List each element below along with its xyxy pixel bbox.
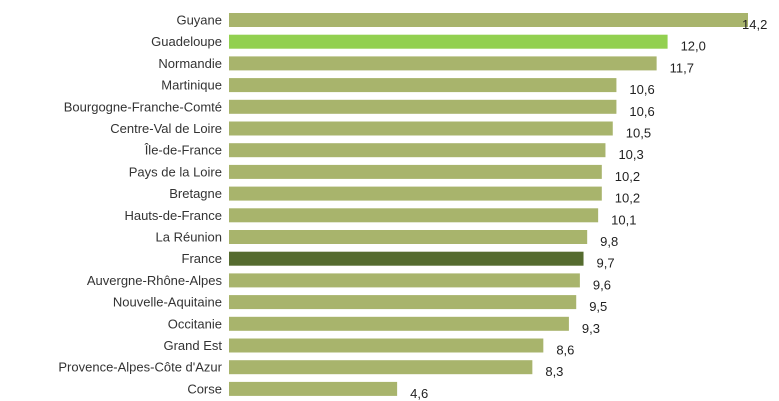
bar-ile-de-france bbox=[229, 143, 606, 158]
category-labels-layer: Guyane Guadeloupe Normandie Martinique Bourg… bbox=[58, 13, 222, 397]
category-label-centre-val-de-loire: Centre-Val de Loire bbox=[110, 121, 222, 136]
bar-pays-de-la-loire bbox=[229, 164, 602, 179]
category-label-corse: Corse bbox=[187, 381, 222, 396]
category-label-hauts-de-france: Hauts-de-France bbox=[124, 208, 222, 223]
bars-layer bbox=[229, 13, 748, 396]
category-label-provence-alpes-cote-d-azur: Provence-Alpes-Côte d'Azur bbox=[58, 360, 222, 375]
value-label-bourgogne-franche-comte: 10,6 bbox=[629, 104, 654, 119]
category-label-nouvelle-aquitaine: Nouvelle-Aquitaine bbox=[113, 295, 222, 310]
value-label-corse: 4,6 bbox=[410, 386, 428, 401]
bar-la-reunion bbox=[229, 230, 588, 244]
category-label-ile-de-france: Île-de-France bbox=[144, 143, 222, 158]
value-label-guyane: 14,2 bbox=[742, 17, 767, 32]
bar-occitanie bbox=[229, 316, 569, 331]
bar-auvergne-rhone-alpes bbox=[229, 273, 580, 288]
value-label-auvergne-rhone-alpes: 9,6 bbox=[593, 277, 611, 292]
bar-corse bbox=[229, 381, 398, 396]
value-label-centre-val-de-loire: 10,5 bbox=[626, 126, 651, 141]
category-label-la-reunion: La Réunion bbox=[156, 230, 223, 245]
category-label-auvergne-rhone-alpes: Auvergne-Rhône-Alpes bbox=[87, 273, 223, 288]
value-label-la-reunion: 9,8 bbox=[600, 234, 618, 249]
bar-grand-est bbox=[229, 338, 544, 353]
value-label-grand-est: 8,6 bbox=[556, 343, 574, 358]
bar-hauts-de-france bbox=[229, 208, 599, 223]
value-label-guadeloupe: 12,0 bbox=[681, 39, 706, 54]
value-label-france: 9,7 bbox=[597, 256, 615, 271]
category-label-martinique: Martinique bbox=[161, 78, 222, 93]
category-label-occitanie: Occitanie bbox=[168, 316, 222, 331]
value-label-martinique: 10,6 bbox=[629, 82, 654, 97]
bar-normandie bbox=[229, 56, 657, 71]
value-label-normandie: 11,7 bbox=[670, 60, 694, 75]
bar-guyane bbox=[229, 13, 748, 27]
bar-bretagne bbox=[229, 186, 602, 201]
category-label-guyane: Guyane bbox=[176, 13, 222, 28]
value-label-occitanie: 9,3 bbox=[582, 321, 600, 336]
category-label-pays-de-la-loire: Pays de la Loire bbox=[129, 164, 222, 179]
value-label-hauts-de-france: 10,1 bbox=[611, 212, 636, 227]
value-labels-layer: 14,2 12,0 11,7 10,6 10,6 10,5 10,3 10,2 10,2 10,1… bbox=[410, 17, 767, 401]
bar-france bbox=[229, 251, 584, 266]
value-label-pays-de-la-loire: 10,2 bbox=[615, 169, 640, 184]
category-label-grand-est: Grand Est bbox=[163, 338, 222, 353]
category-label-guadeloupe: Guadeloupe bbox=[151, 34, 222, 49]
value-label-provence-alpes-cote-d-azur: 8,3 bbox=[545, 364, 563, 379]
category-label-normandie: Normandie bbox=[158, 56, 222, 71]
category-label-france: France bbox=[182, 251, 222, 266]
value-label-bretagne: 10,2 bbox=[615, 191, 640, 206]
value-label-nouvelle-aquitaine: 9,5 bbox=[589, 299, 607, 314]
bar-centre-val-de-loire bbox=[229, 121, 613, 136]
bar-nouvelle-aquitaine bbox=[229, 295, 577, 310]
bar-guadeloupe bbox=[229, 34, 668, 49]
category-label-bourgogne-franche-comte: Bourgogne-Franche-Comté bbox=[64, 99, 222, 114]
category-label-bretagne: Bretagne bbox=[169, 186, 222, 201]
bar-bourgogne-franche-comte bbox=[229, 99, 617, 114]
value-label-ile-de-france: 10,3 bbox=[618, 147, 643, 162]
bar-provence-alpes-cote-d-azur bbox=[229, 360, 533, 375]
bar-martinique bbox=[229, 78, 617, 93]
